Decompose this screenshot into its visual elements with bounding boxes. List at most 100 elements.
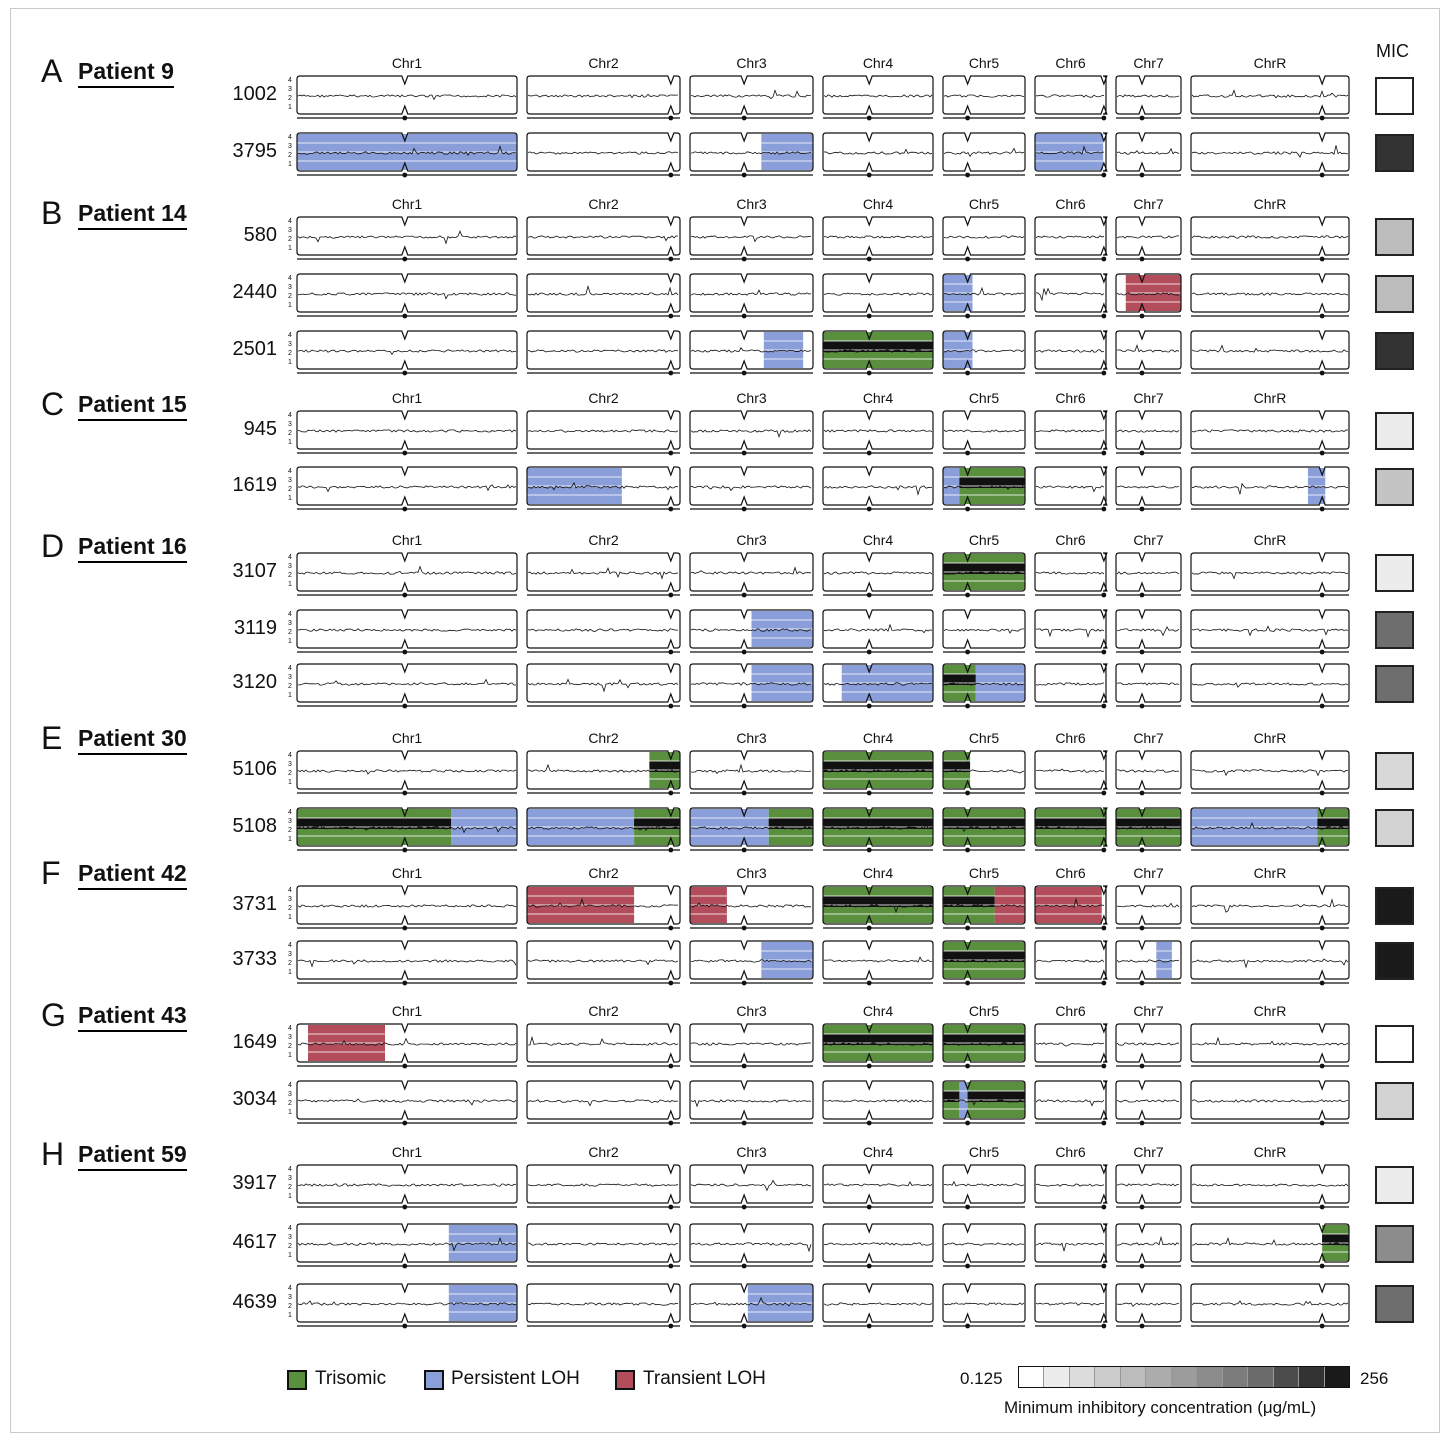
chromosome-label: Chr6 — [1055, 1003, 1086, 1019]
sample-id: 5106 — [232, 758, 278, 780]
coverage-trace — [527, 481, 679, 491]
coverage-trace — [1191, 235, 1349, 239]
centromere-marker — [866, 703, 872, 709]
chromosome-outline — [1190, 663, 1350, 703]
chromosome-outline — [822, 1283, 934, 1323]
chromosome-label: Chr6 — [1055, 390, 1086, 406]
y-tick-label: 3 — [288, 1294, 292, 1301]
centromere-marker — [965, 592, 970, 598]
y-tick-label: 2 — [288, 960, 292, 967]
y-tick-label: 3 — [288, 563, 292, 570]
chromosome-track — [526, 552, 681, 598]
chromosome-label: Chr3 — [736, 55, 767, 71]
chromosome-track — [1190, 1223, 1350, 1269]
coverage-trace — [823, 623, 933, 634]
chromosome-track — [689, 273, 814, 319]
centromere-marker — [741, 925, 747, 931]
chromosome-outline — [1190, 132, 1350, 172]
chromosome-outline — [689, 885, 814, 925]
sample-id: 3107 — [232, 560, 278, 582]
chromosome-outline — [296, 609, 518, 649]
coverage-trace — [944, 349, 1025, 353]
chromosome-label: Chr4 — [862, 532, 894, 548]
chromosome-outline — [296, 216, 518, 256]
coverage-trace — [1035, 826, 1105, 830]
chromosome-track — [1115, 750, 1182, 796]
centromere-marker — [668, 1204, 674, 1210]
segment-trisomic — [943, 752, 971, 788]
segment-trisomic — [943, 809, 1025, 845]
chromosome-track — [942, 1164, 1026, 1210]
centromere-marker — [1319, 925, 1325, 931]
y-tick-label: 3 — [288, 1234, 292, 1241]
coverage-trace — [528, 1035, 679, 1046]
chromosome-track — [1115, 609, 1182, 655]
trisomic-coverage-band — [823, 1034, 933, 1045]
sample-id: 3733 — [232, 948, 278, 970]
chromosome-outline — [526, 273, 681, 313]
chromosome-track — [689, 1223, 814, 1269]
chromosome-label: Chr7 — [1133, 390, 1164, 406]
centromere-marker — [866, 370, 872, 376]
coverage-trace — [297, 230, 517, 245]
chromosome-outline — [942, 1223, 1026, 1263]
y-tick-label: 2 — [288, 905, 292, 912]
chromosome-track — [1190, 410, 1350, 456]
mic-box — [1375, 332, 1414, 370]
centromere-marker — [1139, 1323, 1145, 1329]
chromosome-track — [822, 1223, 934, 1269]
chromosome-outline — [526, 1080, 681, 1120]
chromosome-outline — [1115, 885, 1182, 925]
centromere-marker — [1101, 370, 1107, 376]
segment-persistent-loh — [448, 1285, 517, 1321]
y-tick-label: 1 — [288, 1052, 292, 1059]
y-tick-label: 4 — [288, 809, 292, 816]
centromere-marker — [1319, 847, 1325, 853]
coverage-trace — [1035, 1183, 1105, 1187]
coverage-trace — [527, 959, 679, 966]
chromosome-track — [526, 663, 681, 709]
chromosome-outline — [526, 466, 681, 506]
chromosome-label: Chr4 — [862, 865, 894, 881]
chromosome-track — [296, 552, 518, 598]
chromosome-track — [1034, 885, 1108, 931]
coverage-trace — [943, 820, 1025, 833]
centromere-marker — [866, 172, 872, 178]
patient-name: Patient 59 — [78, 1141, 187, 1171]
chromosome-track — [942, 940, 1026, 986]
y-tick-label: 2 — [288, 827, 292, 834]
centromere-marker — [1101, 1204, 1107, 1210]
coverage-trace — [1035, 1242, 1105, 1252]
centromere-marker — [965, 450, 970, 456]
coverage-trace — [1191, 1099, 1349, 1103]
centromere-marker — [1101, 925, 1107, 931]
chromosome-outline — [1034, 940, 1108, 980]
y-tick-label: 4 — [288, 332, 292, 339]
chromosome-track — [822, 1283, 934, 1329]
mic-box — [1375, 1025, 1414, 1063]
coverage-trace — [823, 1181, 933, 1187]
mic-scale-cell — [1272, 1367, 1299, 1387]
coverage-trace — [297, 904, 517, 908]
y-tick-label: 3 — [288, 227, 292, 234]
coverage-trace — [943, 769, 1025, 774]
segment-persistent-loh — [690, 809, 769, 845]
centromere-marker — [866, 1120, 872, 1126]
centromere-marker — [402, 115, 408, 121]
centromere-marker — [402, 703, 408, 709]
chromosome-track — [1190, 75, 1350, 121]
chromosome-label: Chr3 — [736, 1144, 767, 1160]
centromere-marker — [741, 980, 747, 986]
chromosome-track — [526, 807, 681, 853]
y-tick-label: 4 — [288, 752, 292, 759]
centromere-marker — [965, 925, 970, 931]
mic-scale-cell — [1298, 1367, 1324, 1387]
chromosome-track — [296, 750, 518, 796]
centromere-marker — [1139, 1120, 1145, 1126]
centromere-marker — [965, 703, 970, 709]
centromere-marker — [1139, 370, 1145, 376]
